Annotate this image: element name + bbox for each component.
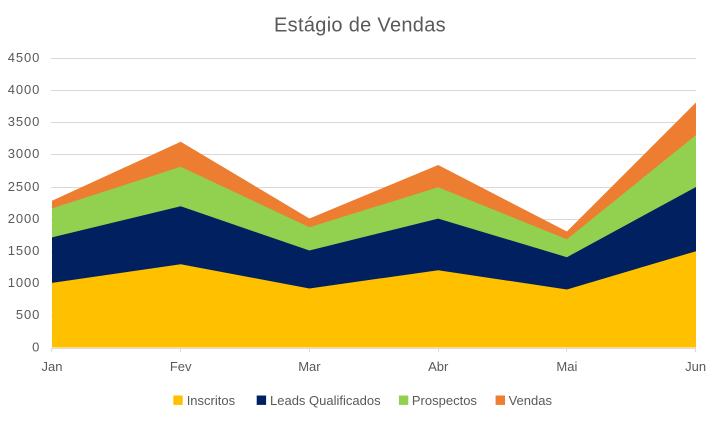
svg-text:Leads Qualificados: Leads Qualificados [270,393,381,408]
svg-text:Vendas: Vendas [509,393,553,408]
svg-text:Inscritos: Inscritos [187,393,236,408]
svg-text:Mai: Mai [556,359,577,374]
svg-text:4000: 4000 [8,82,41,97]
svg-text:4500: 4500 [8,50,41,65]
svg-text:0: 0 [32,339,40,354]
svg-text:Prospectos: Prospectos [412,393,478,408]
svg-text:2500: 2500 [8,179,41,194]
svg-text:3000: 3000 [8,146,41,161]
svg-text:2000: 2000 [8,211,41,226]
svg-text:Jan: Jan [42,359,63,374]
svg-text:Abr: Abr [428,359,449,374]
svg-text:500: 500 [16,307,40,322]
svg-text:3500: 3500 [8,114,41,129]
svg-text:Mar: Mar [298,359,321,374]
svg-text:Jun: Jun [685,359,706,374]
svg-text:1000: 1000 [8,275,41,290]
svg-text:Fev: Fev [170,359,192,374]
svg-text:1500: 1500 [8,243,41,258]
svg-text:Estágio de Vendas: Estágio de Vendas [274,15,446,37]
